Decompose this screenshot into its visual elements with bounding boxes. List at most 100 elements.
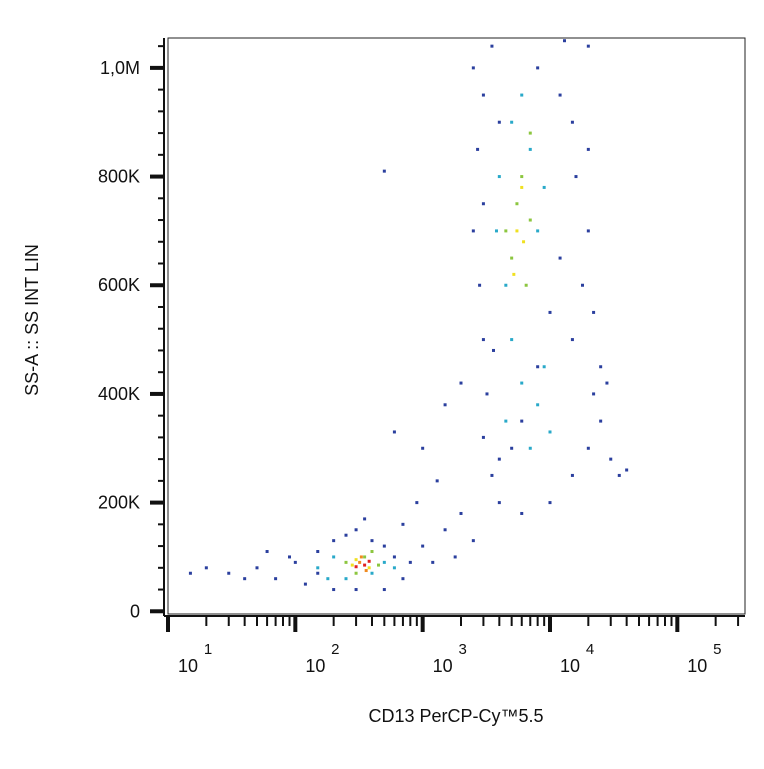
dot xyxy=(354,588,358,592)
dot xyxy=(497,457,501,461)
dot xyxy=(574,175,578,179)
dot xyxy=(344,577,348,581)
dot xyxy=(354,528,358,532)
dot xyxy=(471,229,475,233)
dot xyxy=(471,539,475,543)
dot xyxy=(528,218,532,222)
dot xyxy=(363,517,367,521)
dot xyxy=(558,93,562,97)
dot xyxy=(471,66,475,70)
dot xyxy=(520,175,524,179)
dot xyxy=(363,563,367,567)
dot xyxy=(599,365,603,369)
dot xyxy=(599,419,603,423)
x-axis-label: CD13 PerCP-Cy™5.5 xyxy=(368,706,543,726)
dot xyxy=(528,131,532,135)
dot xyxy=(536,365,540,369)
dot xyxy=(408,560,412,564)
dot xyxy=(497,175,501,179)
dot xyxy=(392,566,396,570)
dot xyxy=(382,544,386,548)
dot xyxy=(528,147,532,151)
dot xyxy=(274,577,278,581)
x-tick-label: 10 xyxy=(305,656,325,676)
dot xyxy=(548,501,552,505)
dot xyxy=(478,283,482,287)
dot xyxy=(243,577,247,581)
dot xyxy=(522,240,526,244)
dot xyxy=(510,446,514,450)
dot xyxy=(580,283,584,287)
dot xyxy=(332,588,336,592)
dot xyxy=(401,522,405,526)
dot xyxy=(563,39,567,43)
dot xyxy=(528,446,532,450)
dot xyxy=(536,66,540,70)
dot xyxy=(421,544,425,548)
dot xyxy=(481,435,485,439)
dot xyxy=(401,577,405,581)
y-tick-label: 400K xyxy=(98,384,140,404)
dot xyxy=(476,147,480,151)
dot xyxy=(520,511,524,515)
dot xyxy=(316,566,320,570)
dot xyxy=(188,571,192,575)
dot xyxy=(570,120,574,124)
dot xyxy=(497,120,501,124)
dot xyxy=(382,588,386,592)
dot xyxy=(392,430,396,434)
dot xyxy=(481,338,485,342)
dot xyxy=(510,338,514,342)
y-axis-label: SS-A :: SS INT LIN xyxy=(22,244,42,396)
dot xyxy=(367,559,371,563)
dot xyxy=(227,571,231,575)
dot xyxy=(377,563,381,567)
dot xyxy=(367,566,371,570)
dot xyxy=(586,44,590,48)
dot xyxy=(288,555,292,559)
dot xyxy=(570,338,574,342)
dot xyxy=(515,202,519,206)
dot xyxy=(364,569,368,573)
dot xyxy=(332,539,336,543)
dot xyxy=(586,229,590,233)
dot xyxy=(459,511,463,515)
dot xyxy=(510,256,514,260)
dot xyxy=(382,560,386,564)
y-tick-label: 600K xyxy=(98,275,140,295)
dot xyxy=(326,577,330,581)
dot xyxy=(536,403,540,407)
dot xyxy=(359,555,363,559)
dot xyxy=(459,381,463,385)
dot xyxy=(625,468,629,472)
y-tick-label: 1,0M xyxy=(100,58,140,78)
dot xyxy=(485,392,489,396)
x-tick-label: 10 xyxy=(687,656,707,676)
dot xyxy=(344,560,348,564)
dot xyxy=(332,555,336,559)
dot xyxy=(490,44,494,48)
dot xyxy=(548,430,552,434)
dot xyxy=(255,566,259,570)
x-tick-sup: 1 xyxy=(204,641,212,658)
dot xyxy=(453,555,457,559)
dot xyxy=(524,283,528,287)
y-tick-label: 800K xyxy=(98,167,140,187)
dot xyxy=(504,229,508,233)
dot xyxy=(497,501,501,505)
dot xyxy=(443,528,447,532)
dot xyxy=(510,120,514,124)
dot xyxy=(515,229,519,233)
dot xyxy=(494,229,498,233)
dot xyxy=(344,533,348,537)
dot xyxy=(481,202,485,206)
dot xyxy=(382,169,386,173)
dot xyxy=(421,446,425,450)
dot xyxy=(392,555,396,559)
dot xyxy=(512,272,516,276)
dot xyxy=(354,565,358,569)
x-tick-label: 10 xyxy=(560,656,580,676)
dot xyxy=(316,571,320,575)
dot xyxy=(363,555,367,559)
